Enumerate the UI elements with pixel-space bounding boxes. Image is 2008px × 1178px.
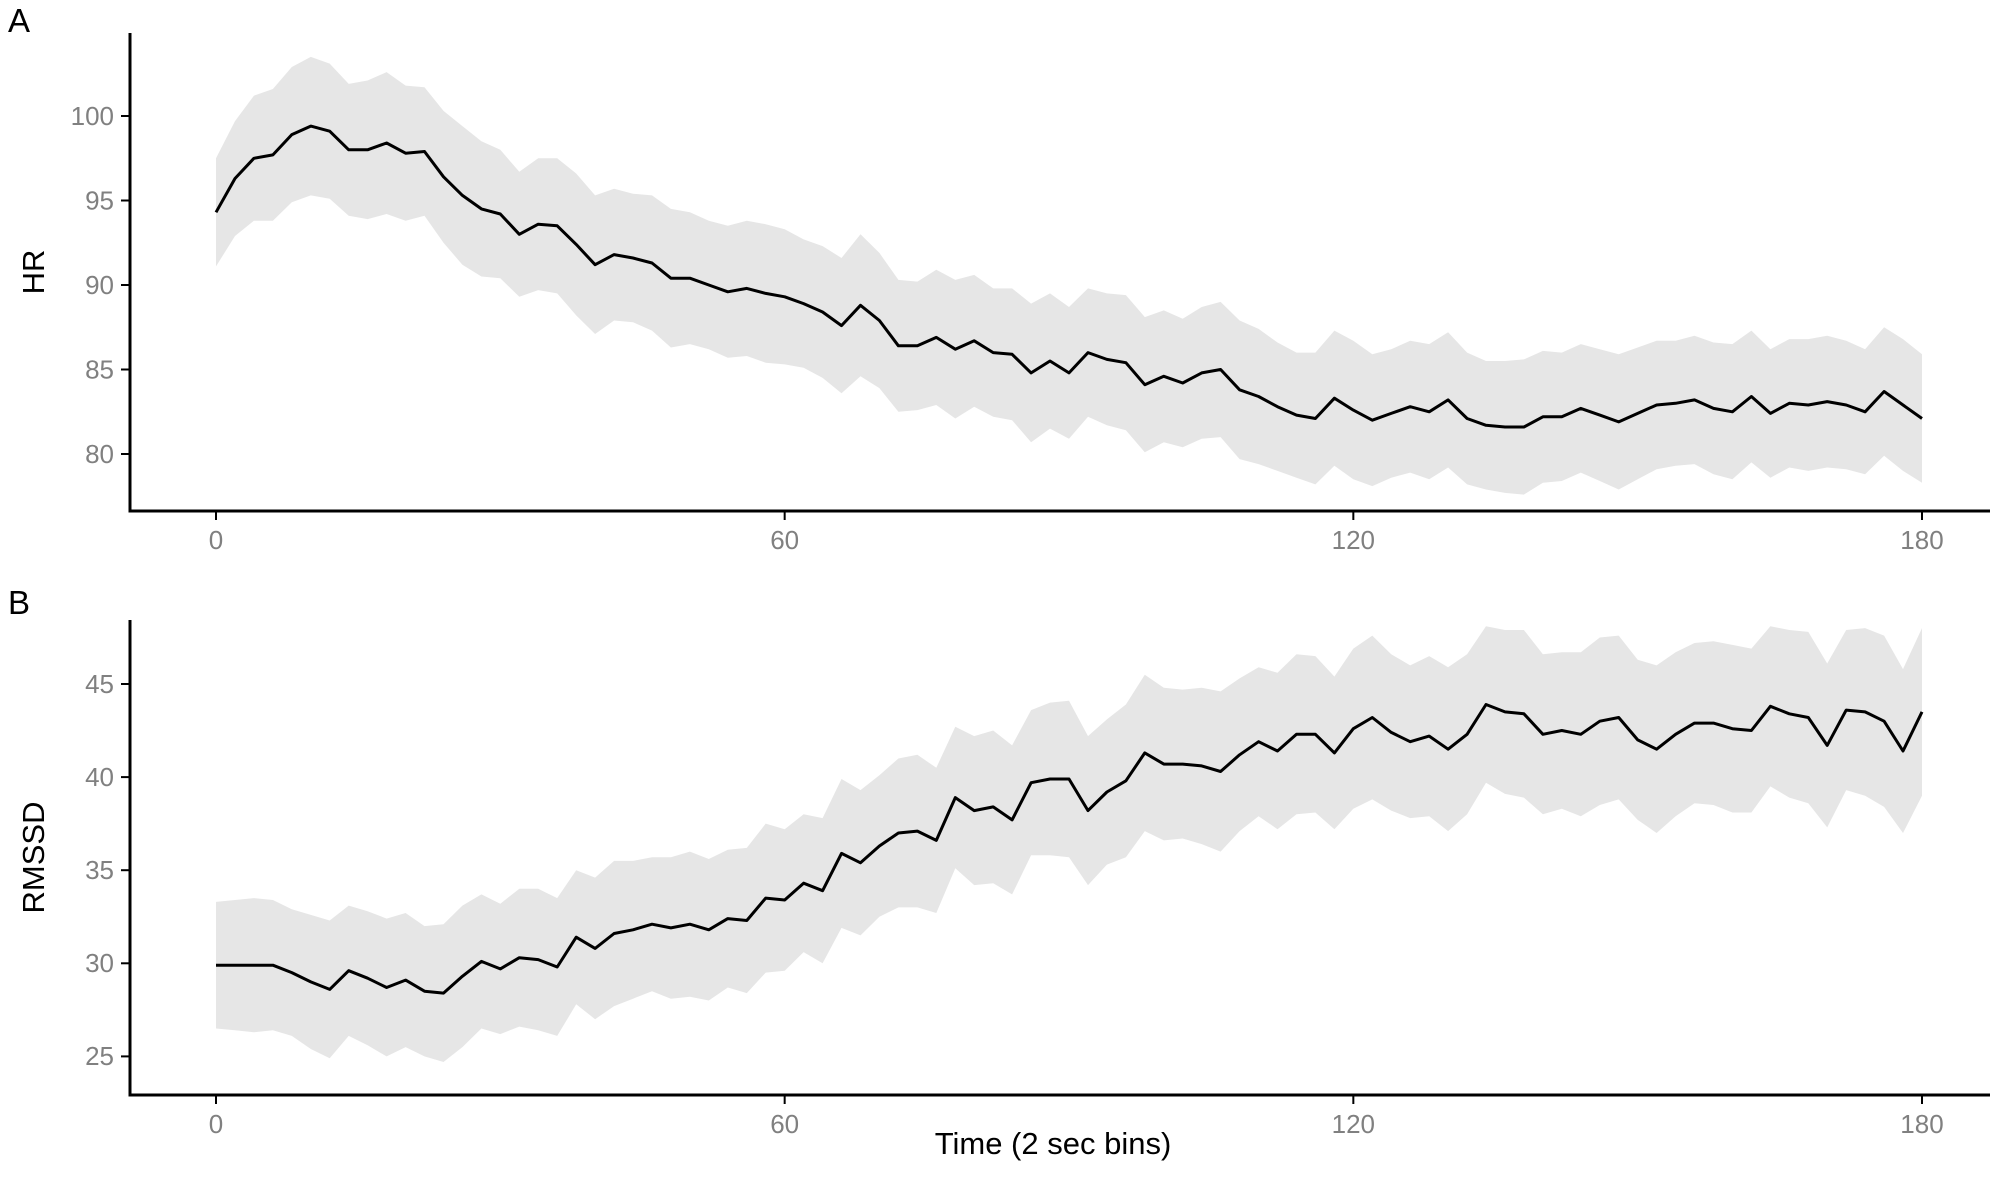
panel-a-y-axis-title: HR: [16, 250, 51, 295]
x-axis-title: Time (2 sec bins): [935, 1126, 1172, 1161]
panel-b-y-tick-label: 35: [85, 855, 114, 885]
panel-b-y-tick-label: 30: [85, 948, 114, 978]
panel-a-x-tick-label: 120: [1332, 525, 1375, 555]
panel-a-y-tick-label: 85: [85, 354, 114, 384]
panel-a-confidence-ribbon: [216, 56, 1922, 495]
panel-b-x-tick-label: 0: [209, 1109, 223, 1139]
panel-a-x-tick-label: 180: [1900, 525, 1943, 555]
panel-b-y-tick-label: 25: [85, 1041, 114, 1071]
panel-a-y-tick-label: 90: [85, 270, 114, 300]
panel-b-x-tick-label: 120: [1332, 1109, 1375, 1139]
panel-b-x-tick-label: 60: [770, 1109, 799, 1139]
panel-a-x-tick-label: 60: [770, 525, 799, 555]
panel-b-confidence-ribbon: [216, 626, 1922, 1062]
panel-a-y-tick-label: 80: [85, 439, 114, 469]
panel-a-y-tick-label: 100: [71, 101, 114, 131]
panel-b-label: B: [8, 584, 30, 621]
panel-a-label: A: [8, 2, 30, 39]
panel-a-y-tick-label: 95: [85, 185, 114, 215]
panel-b-y-axis-title: RMSSD: [16, 802, 51, 914]
panel-b-x-tick-label: 180: [1900, 1109, 1943, 1139]
panel-b-y-tick-label: 40: [85, 762, 114, 792]
panel-a-x-tick-label: 0: [209, 525, 223, 555]
panel-b-mean-line: [216, 703, 1924, 995]
panel-b-y-tick-label: 45: [85, 669, 114, 699]
panel-a-mean-line: [214, 124, 1923, 429]
